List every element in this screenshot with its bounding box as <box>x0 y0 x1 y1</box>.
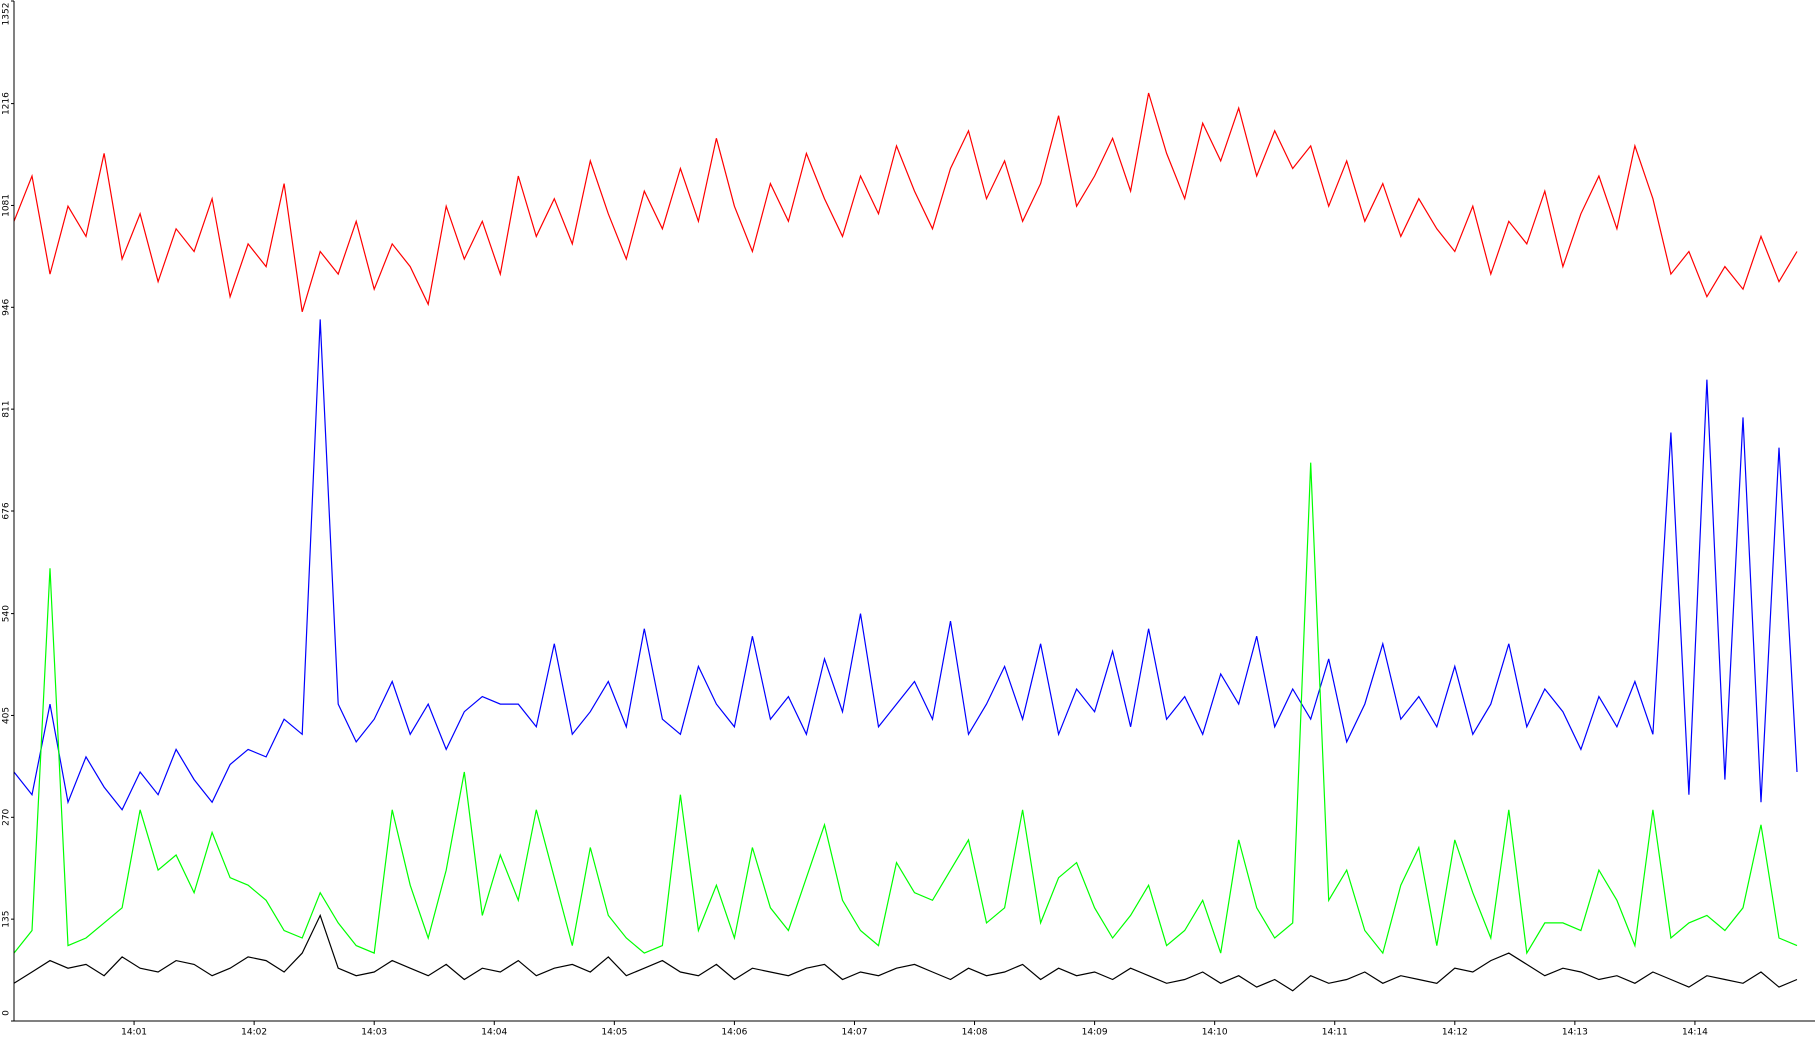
x-tick-label: 14:11 <box>1322 1028 1348 1038</box>
y-tick-label: 676 <box>2 502 12 519</box>
y-tick-label: 270 <box>2 808 12 825</box>
y-tick-label: 1216 <box>2 92 12 115</box>
y-tick-label: 811 <box>2 401 12 418</box>
x-tick-label: 14:02 <box>241 1028 267 1038</box>
y-tick-label: 540 <box>2 605 12 622</box>
x-tick-label: 14:13 <box>1562 1028 1588 1038</box>
series-line <box>13 913 1798 992</box>
x-tick-label: 14:12 <box>1442 1028 1468 1038</box>
series-line <box>13 92 1798 312</box>
x-tick-label: 14:03 <box>361 1028 387 1038</box>
x-tick-label: 14:08 <box>962 1028 988 1038</box>
x-tick-label: 14:06 <box>721 1028 747 1038</box>
x-tick-label: 14:09 <box>1082 1028 1108 1038</box>
y-tick-label: 1081 <box>2 194 12 217</box>
x-tick-label: 14:01 <box>121 1028 147 1038</box>
y-tick-label: 0 <box>2 1010 12 1016</box>
y-tick-label: 405 <box>2 707 12 724</box>
x-tick-label: 14:10 <box>1202 1028 1228 1038</box>
x-tick-label: 14:04 <box>481 1028 507 1038</box>
y-tick-label: 135 <box>2 911 12 928</box>
y-tick-label: 1352 <box>2 3 12 26</box>
x-tick-label: 14:05 <box>601 1028 627 1038</box>
x-tick-label: 14:14 <box>1682 1028 1708 1038</box>
series-line <box>13 462 1798 955</box>
x-tick-label: 14:07 <box>841 1028 867 1038</box>
y-tick-label: 946 <box>2 298 12 315</box>
series-line <box>13 319 1798 811</box>
